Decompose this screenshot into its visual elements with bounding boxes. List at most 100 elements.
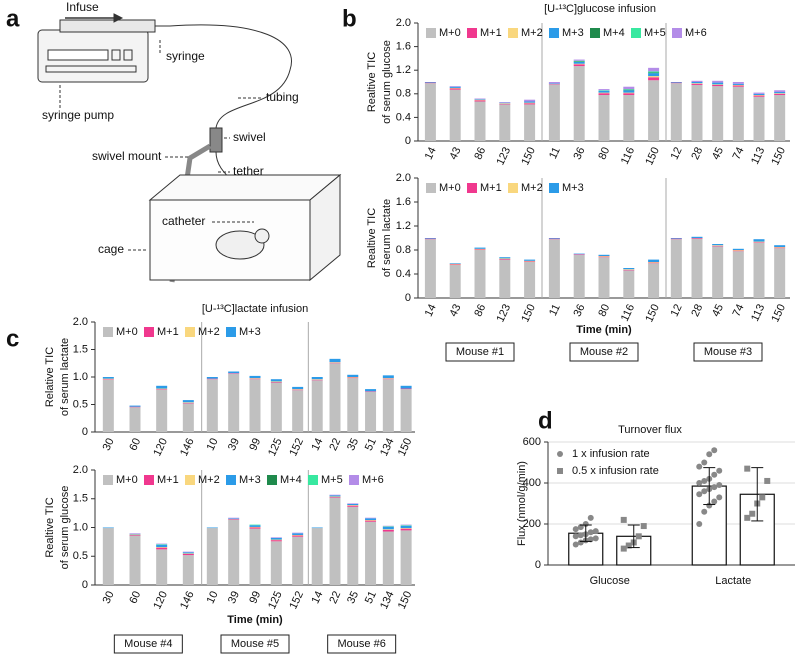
bar-segment — [753, 239, 765, 242]
bar-segment — [182, 551, 194, 553]
bar-segment — [311, 380, 323, 432]
diagram-label: cage — [98, 242, 124, 256]
y-axis-label: of serum glucose — [381, 40, 393, 124]
bar-segment — [228, 517, 240, 519]
data-point — [577, 532, 584, 539]
bar-segment — [774, 247, 786, 248]
legend-swatch — [226, 475, 236, 485]
legend-label: 1 x infusion rate — [572, 448, 650, 460]
bar-segment — [347, 505, 359, 507]
panel-label: a — [6, 5, 20, 32]
bar-segment — [102, 528, 114, 585]
bar-segment — [524, 261, 536, 262]
bar-segment — [206, 527, 218, 529]
group-label: Mouse #1 — [456, 346, 504, 358]
bar-segment — [573, 254, 585, 255]
legend-label: M+1 — [480, 182, 502, 194]
bar-segment — [347, 378, 359, 432]
bar-segment — [732, 83, 744, 85]
legend-swatch — [426, 183, 436, 193]
bar-segment — [474, 249, 486, 250]
x-tick-label: 43 — [448, 145, 464, 161]
bar-segment — [648, 67, 660, 72]
bar-segment — [249, 525, 261, 527]
bar-segment — [524, 99, 536, 102]
bar-segment — [365, 391, 377, 432]
y-axis-label: Relative TIC — [44, 347, 56, 407]
bar-segment — [449, 88, 461, 90]
bar-segment — [573, 59, 585, 61]
bar-segment — [548, 83, 560, 85]
data-point — [701, 477, 708, 484]
x-tick-label: 99 — [247, 436, 263, 452]
bar-segment — [670, 82, 682, 84]
bar-segment — [129, 406, 141, 408]
bar-segment — [598, 256, 610, 258]
bar-segment — [753, 242, 765, 298]
x-tick-label: 30 — [101, 589, 117, 605]
y-axis-label: of serum lactate — [59, 338, 71, 416]
bar-segment — [753, 93, 765, 95]
x-tick-label: 120 — [151, 589, 170, 611]
bar-segment — [424, 238, 436, 239]
bar-segment — [347, 377, 359, 378]
bar-segment — [400, 528, 412, 531]
bar-segment — [623, 89, 635, 91]
bar-segment — [524, 262, 536, 298]
legend-swatch — [508, 28, 518, 38]
legend-swatch — [144, 475, 154, 485]
data-point — [625, 542, 632, 549]
bar-segment — [292, 389, 304, 390]
bar-segment — [365, 520, 377, 522]
x-axis-label: Time (min) — [227, 614, 283, 626]
bar-segment — [648, 72, 660, 74]
bar-segment — [400, 389, 412, 432]
bar-segment — [499, 104, 511, 141]
bar-segment — [311, 379, 323, 380]
bar-segment — [648, 76, 660, 78]
bar-segment — [329, 496, 341, 498]
bar-segment — [670, 239, 682, 298]
y-tick-label: 2.0 — [73, 464, 88, 476]
y-tick-label: 1.6 — [396, 196, 411, 208]
data-point — [696, 480, 703, 486]
legend-label: M+0 — [116, 474, 138, 486]
bar-segment — [156, 388, 168, 390]
bar-segment — [329, 363, 341, 432]
data-point — [716, 494, 723, 501]
bar-segment — [102, 378, 114, 380]
group-label: Mouse #6 — [338, 638, 386, 650]
bar-segment — [474, 99, 486, 101]
legend-label: M+5 — [644, 27, 666, 39]
data-point — [572, 526, 579, 533]
bar-segment — [691, 83, 703, 84]
bar-segment — [329, 494, 341, 496]
bar-segment — [249, 524, 261, 526]
bar-segment — [449, 263, 461, 264]
bar-segment — [598, 90, 610, 91]
bar-segment — [249, 375, 261, 379]
bar-segment — [753, 241, 765, 243]
legend-label: M+1 — [480, 27, 502, 39]
x-tick-label: 45 — [710, 302, 726, 318]
data-point — [572, 541, 579, 548]
bar-segment — [712, 80, 724, 83]
x-tick-label: 86 — [472, 145, 488, 161]
data-point — [635, 533, 642, 540]
bar-segment — [499, 258, 511, 259]
bar-segment — [623, 90, 635, 93]
bar-segment — [292, 534, 304, 536]
x-tick-label: 36 — [572, 145, 588, 161]
data-point — [640, 523, 647, 530]
x-tick-label: 146 — [178, 589, 197, 611]
bar-segment — [182, 402, 194, 404]
x-tick-label: 10 — [205, 436, 221, 452]
x-axis-label: Time (min) — [576, 324, 632, 336]
x-tick-label: 12 — [669, 145, 685, 161]
bar-segment — [648, 262, 660, 264]
bar-segment — [648, 262, 660, 263]
bar-segment — [449, 264, 461, 265]
legend-label: M+2 — [198, 474, 220, 486]
bar-segment — [712, 245, 724, 246]
